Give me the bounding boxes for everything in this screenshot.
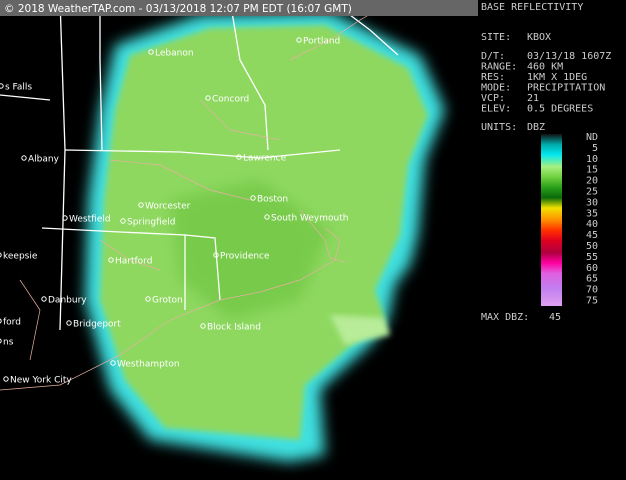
- legend-label: 45: [586, 230, 598, 241]
- city-label: Albany: [28, 155, 60, 165]
- city-marker: [145, 296, 151, 302]
- city-label: Danbury: [48, 296, 87, 306]
- field-value: 1KM X 1DEG: [527, 72, 587, 83]
- field-value: PRECIPITATION: [527, 83, 605, 94]
- legend-label: 55: [586, 252, 598, 263]
- city-label: New York City: [10, 376, 72, 386]
- city-marker: [3, 376, 9, 382]
- radar-echo: [85, 12, 445, 462]
- city-label: Springfield: [127, 218, 175, 228]
- city-label: keepsie: [3, 252, 38, 262]
- field-value: 21: [527, 93, 539, 104]
- field-label: UNITS:: [481, 122, 517, 133]
- field-value: 0.5 DEGREES: [527, 104, 593, 115]
- field-label: RANGE:: [481, 62, 517, 73]
- legend-colorbar: [541, 134, 562, 306]
- legend-label: 15: [586, 165, 598, 176]
- legend-label: 5: [592, 143, 598, 154]
- legend-label: 10: [586, 154, 598, 165]
- city-marker: [0, 83, 4, 89]
- header-bar: [0, 0, 478, 16]
- field-value: DBZ: [527, 122, 545, 133]
- city-label: Hartford: [115, 257, 152, 267]
- city-marker: [138, 202, 144, 208]
- city-marker: [296, 37, 302, 43]
- city-marker: [236, 154, 242, 160]
- city-marker: [250, 195, 256, 201]
- max-value: 45: [549, 312, 561, 323]
- field-value: 460 KM: [527, 62, 563, 73]
- city-marker: [200, 323, 206, 329]
- field-label: D/T:: [481, 51, 505, 62]
- city-label: s Falls: [5, 83, 32, 93]
- city-marker: [0, 318, 2, 324]
- city-label: South Weymouth: [271, 214, 348, 224]
- legend-label: 65: [586, 274, 598, 285]
- city-label: Westfield: [69, 215, 111, 225]
- field-value: 03/13/18 1607Z: [527, 51, 611, 62]
- city-marker: [0, 338, 2, 344]
- city-label: Groton: [152, 296, 183, 306]
- city-label: Worcester: [145, 202, 191, 212]
- city-marker: [205, 95, 211, 101]
- city-label: Providence: [220, 252, 270, 262]
- city-marker: [62, 215, 68, 221]
- legend-label: 75: [586, 296, 598, 307]
- city-label: Block Island: [207, 323, 261, 333]
- legend-label: 40: [586, 219, 598, 230]
- city-label: Lebanon: [155, 49, 194, 59]
- city-label: Boston: [257, 195, 288, 205]
- city-marker: [108, 257, 114, 263]
- field-label: SITE:: [481, 32, 511, 43]
- city-marker: [120, 218, 126, 224]
- city-marker: [148, 49, 154, 55]
- field-value: KBOX: [527, 32, 551, 43]
- city-marker: [264, 214, 270, 220]
- legend-label: 25: [586, 187, 598, 198]
- city-marker: [213, 252, 219, 258]
- city-marker: [66, 320, 72, 326]
- header-text: © 2018 WeatherTAP.com - 03/13/2018 12:07…: [4, 3, 352, 15]
- max-label: MAX DBZ:: [481, 312, 529, 323]
- city-label: Concord: [212, 95, 249, 105]
- legend-label: 70: [586, 285, 598, 296]
- field-label: MODE:: [481, 83, 511, 94]
- field-label: RES:: [481, 72, 505, 83]
- city-marker: [21, 155, 27, 161]
- city-label: Bridgeport: [73, 320, 121, 330]
- legend-label: ND: [586, 132, 598, 143]
- city-label: ns: [3, 338, 14, 348]
- panel-title: BASE REFLECTIVITY: [481, 2, 583, 13]
- legend-label: 35: [586, 208, 598, 219]
- city-label: Westhampton: [117, 360, 180, 370]
- field-label: ELEV:: [481, 104, 511, 115]
- legend-label: 20: [586, 176, 598, 187]
- borders: [0, 0, 399, 331]
- city-label: Portland: [303, 37, 340, 47]
- legend-label: 50: [586, 241, 598, 252]
- city-label: ford: [3, 318, 21, 328]
- city-marker: [0, 252, 2, 258]
- field-label: VCP:: [481, 93, 505, 104]
- city-marker: [110, 360, 116, 366]
- city-marker: [41, 296, 47, 302]
- legend-label: 60: [586, 263, 598, 274]
- legend-label: 30: [586, 197, 598, 208]
- city-label: Lawrence: [243, 154, 287, 164]
